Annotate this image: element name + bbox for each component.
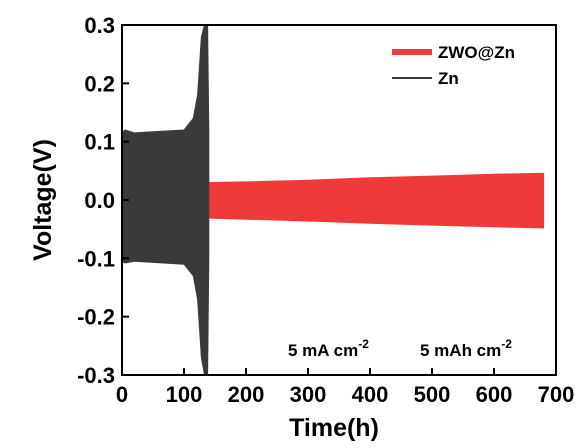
series-band-zwo-zn [208, 172, 545, 229]
y-tick-label: -0.1 [77, 246, 115, 271]
x-tick-label: 500 [414, 382, 451, 407]
annotation: 5 mA cm-2 5 mAh cm-2 [288, 337, 512, 360]
x-tick-label: 200 [228, 382, 265, 407]
y-tick-label: -0.3 [77, 363, 115, 388]
y-tick-label: 0.3 [84, 13, 115, 38]
y-tick-label: 0.0 [84, 188, 115, 213]
legend-label: ZWO@Zn [438, 43, 515, 62]
x-tick-label: 0 [116, 382, 128, 407]
y-tick-label: -0.2 [77, 305, 115, 330]
y-tick-label: 0.1 [84, 130, 115, 155]
x-tick-label: 100 [166, 382, 203, 407]
y-tick-label: 0.2 [84, 71, 115, 96]
annotation-text: 5 mAh cm-2 [420, 337, 512, 360]
legend-label: Zn [438, 69, 459, 88]
legend: ZWO@Zn Zn [392, 43, 515, 88]
y-axis-title: Voltage(V) [29, 139, 57, 261]
series-layer [121, 24, 545, 376]
series-band-zn [121, 24, 210, 376]
x-tick-label: 300 [290, 382, 327, 407]
x-tick-label: 400 [352, 382, 389, 407]
x-axis-title: Time(h) [289, 414, 379, 442]
x-tick-label: 600 [476, 382, 513, 407]
annotation-text: 5 mA cm-2 [288, 337, 369, 360]
x-tick-label: 700 [538, 382, 575, 407]
ticks-layer: 0 100 200 300 400 500 600 700 0.3 0.2 0.1 0.0 -0.1 -0… [77, 13, 574, 407]
